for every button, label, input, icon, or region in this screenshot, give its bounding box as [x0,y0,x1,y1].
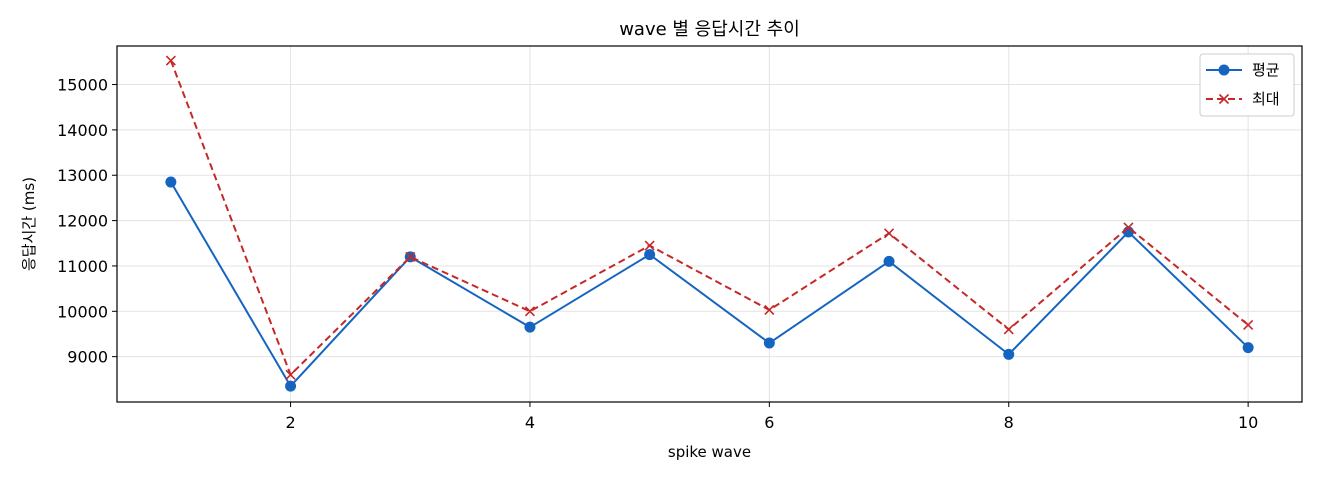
series-max-line [169,60,1249,376]
series-avg-point [763,337,775,349]
chart-title: wave 별 응답시간 추이 [619,19,800,40]
series-max-point [405,251,416,262]
x-tick-label: 10 [1238,413,1258,432]
series-avg-point [1003,348,1015,360]
series-avg-point [883,255,895,267]
y-axis-title: 응답시간 (ms) [20,177,38,271]
y-tick-label: 14000 [57,121,108,140]
plot-frame [116,45,1303,403]
series-max-point [1243,319,1254,330]
series-layer [165,55,1254,392]
series-max-point [644,240,655,251]
legend-avg-marker [1218,64,1230,76]
x-axis-title: spike wave [668,443,751,461]
series-avg [165,176,1254,392]
x-tick-label: 4 [525,413,535,432]
legend-avg-label: 평균 [1252,61,1280,79]
legend-max-marker [1218,93,1230,105]
series-max-point [1123,222,1134,233]
series-max-point [883,228,895,239]
series-max-point [165,55,176,66]
series-max-point [1003,324,1014,335]
series-avg-point [644,249,656,261]
y-tick-label: 12000 [57,212,108,231]
x-tick-label: 6 [764,413,774,432]
plot-area [117,46,1302,402]
y-tick-label: 15000 [57,76,108,95]
legend-box [1199,53,1295,117]
series-max-point [285,369,296,380]
series-avg-point [1242,342,1254,354]
series-avg-point [165,176,177,188]
y-tick-label: 13000 [57,166,108,185]
y-tick-label: 9000 [67,348,108,367]
axis-ticks: 2 4 6 8 10 9000 10000 11000 12000 13000 14000 15000 [57,76,1258,432]
series-max [165,55,1254,380]
x-tick-label: 8 [1004,413,1014,432]
legend-max-label: 최대 [1252,90,1280,108]
y-tick-label: 10000 [57,302,108,321]
series-max-point [764,304,775,316]
series-avg-point [285,380,297,392]
x-tick-label: 2 [285,413,295,432]
series-max-point [524,306,536,317]
series-avg-point [524,321,536,333]
series-avg-line [170,181,1249,388]
y-tick-label: 11000 [57,257,108,276]
grid [117,46,1302,402]
